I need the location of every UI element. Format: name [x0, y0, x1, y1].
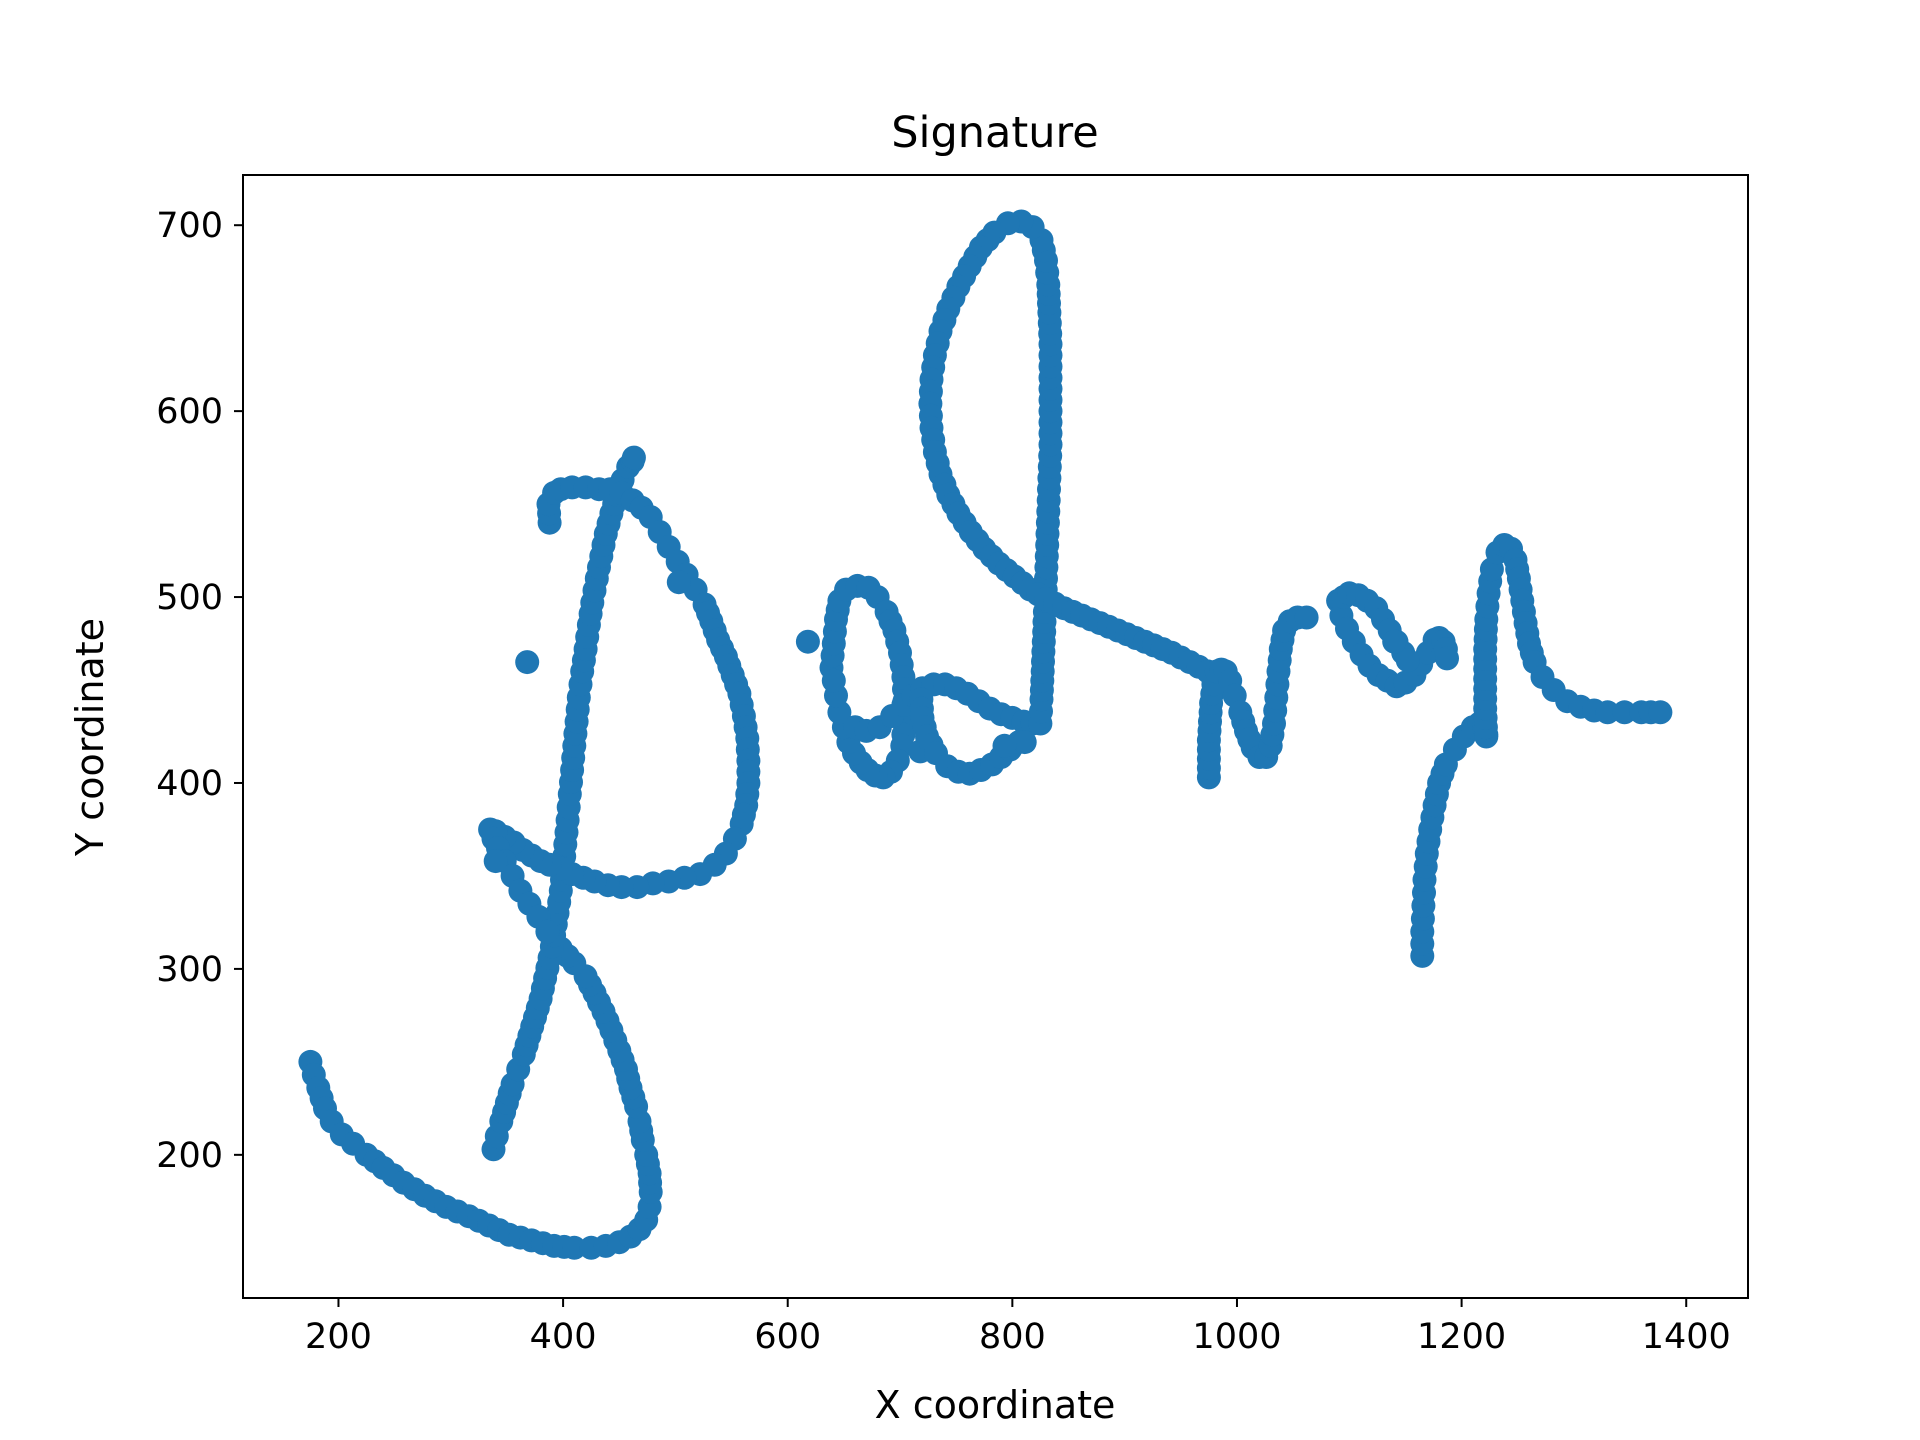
x-axis-label: X coordinate: [875, 1383, 1116, 1427]
chart-title: Signature: [891, 108, 1098, 158]
x-tick-label: 800: [979, 1317, 1046, 1357]
data-point: [992, 733, 1017, 758]
data-point: [483, 849, 508, 874]
data-point: [621, 445, 646, 470]
data-point: [515, 650, 540, 675]
data-point: [666, 570, 691, 595]
y-tick-label: 700: [156, 206, 223, 246]
x-axis-ticks: 200 400 600 800 1000 1200 1400: [305, 1298, 1731, 1357]
data-point: [1294, 605, 1319, 630]
data-point: [1595, 700, 1620, 725]
data-point: [535, 919, 560, 944]
plot-frame: [242, 174, 1749, 1299]
x-tick-label: 1400: [1642, 1317, 1731, 1357]
y-axis-ticks: 200 300 400 500 600 700: [156, 206, 243, 1176]
data-point: [1012, 730, 1037, 755]
x-tick-label: 1200: [1417, 1317, 1506, 1357]
data-point: [1382, 629, 1407, 654]
data-point: [1648, 700, 1673, 725]
y-tick-label: 500: [156, 578, 223, 618]
data-points: [298, 209, 1673, 1260]
x-tick-label: 200: [305, 1317, 372, 1357]
x-tick-label: 1000: [1192, 1317, 1281, 1357]
data-point: [1395, 648, 1420, 673]
y-tick-label: 400: [156, 764, 223, 804]
data-point: [1435, 646, 1459, 671]
y-tick-label: 300: [156, 950, 223, 990]
y-tick-label: 600: [156, 392, 223, 432]
data-point: [795, 629, 820, 654]
data-point: [1612, 700, 1637, 725]
data-point: [821, 668, 846, 693]
x-tick-label: 400: [530, 1317, 597, 1357]
x-tick-label: 600: [754, 1317, 821, 1357]
y-axis-label: Y coordinate: [68, 618, 112, 857]
y-tick-label: 200: [156, 1136, 223, 1176]
data-point: [562, 1235, 587, 1260]
